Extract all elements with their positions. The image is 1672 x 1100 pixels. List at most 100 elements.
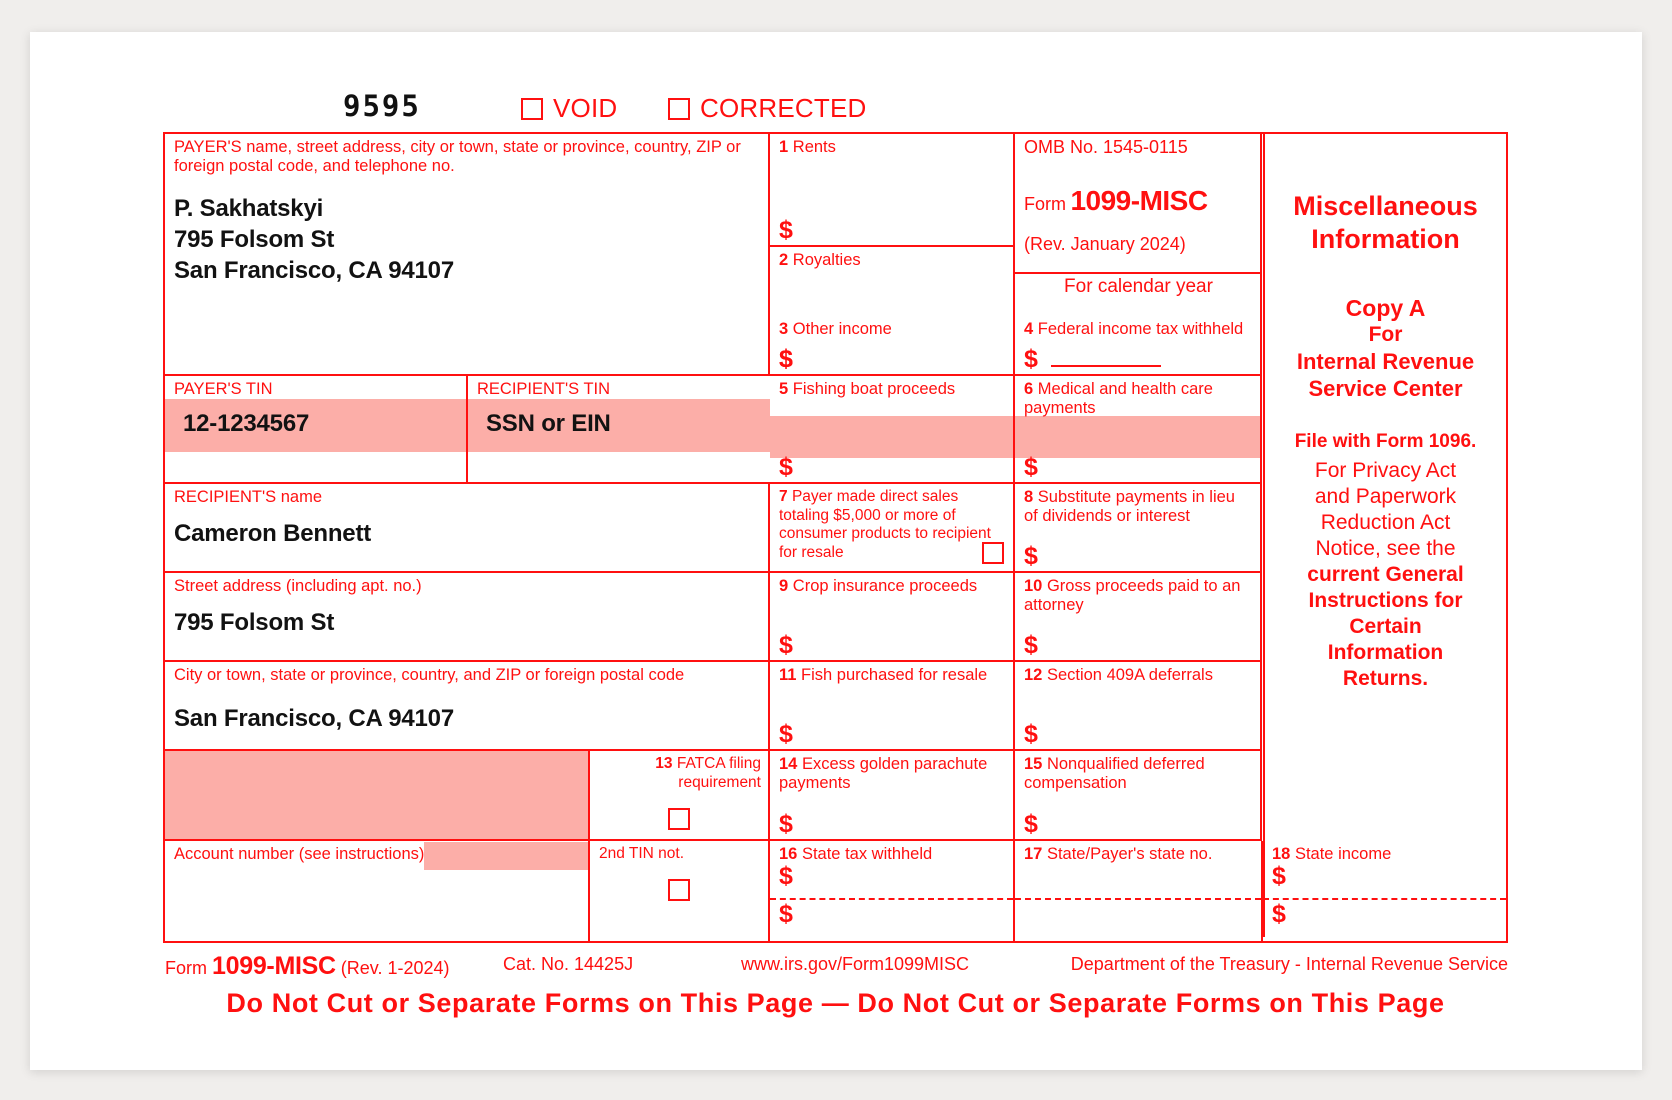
box-5-input[interactable] — [770, 415, 1013, 458]
corrected-checkbox[interactable] — [668, 97, 690, 120]
form-title-line2: Information — [1311, 224, 1460, 254]
recipient-tin-input[interactable]: SSN or EIN — [468, 398, 770, 452]
box-13-fatca[interactable]: 13 FATCA filing requirement — [590, 751, 770, 841]
footer-form-revision: (Rev. 1-2024) — [340, 958, 450, 978]
control-number: 9595 — [343, 89, 421, 123]
city-value: San Francisco, CA 94107 — [174, 704, 454, 732]
box-10-dollar-sign: $ — [1024, 631, 1038, 659]
box-17-state-payer-no[interactable]: 17 State/Payer's state no. — [1015, 841, 1263, 941]
copy-irs-line1: Internal Revenue — [1296, 349, 1475, 374]
footer-form-number: 1099-MISC — [212, 952, 336, 980]
account-number-cell[interactable]: Account number (see instructions) — [165, 841, 590, 941]
box-11-number: 11 — [779, 666, 797, 684]
box-17-number: 17 — [1024, 845, 1043, 863]
box-3-text: Other income — [792, 320, 892, 338]
box-1-label: 1 Rents — [779, 138, 1006, 157]
box-1-rents[interactable]: 1 Rents $ — [770, 134, 1015, 247]
box-5-fishing-boat[interactable]: 5 Fishing boat proceeds $ — [770, 376, 1015, 484]
box-16-state-tax-withheld[interactable]: 16 State tax withheld $ $ — [770, 841, 1015, 941]
corrected-checkbox-group[interactable]: CORRECTED — [668, 93, 866, 124]
box-18-state-income[interactable]: 18 State income $ $ — [1263, 841, 1506, 941]
box-1-dollar-sign: $ — [779, 216, 793, 244]
box-9-text: Crop insurance proceeds — [792, 577, 978, 595]
box-10-gross-proceeds-attorney[interactable]: 10 Gross proceeds paid to an attorney $ — [1015, 573, 1262, 662]
box-9-crop-insurance[interactable]: 9 Crop insurance proceeds $ — [770, 573, 1015, 662]
box-16-label: 16 State tax withheld — [779, 845, 1006, 864]
box-11-label: 11 Fish purchased for resale — [779, 666, 1006, 685]
box-18-dollar-sign-1: $ — [1272, 862, 1286, 890]
privacy-line2: and Paperwork — [1314, 485, 1457, 508]
box-17-divider — [1015, 898, 1261, 900]
box-3-dollar-sign: $ — [779, 345, 793, 373]
grid-row-account-state: Account number (see instructions) 2nd TI… — [165, 841, 1506, 941]
street-value: 795 Folsom St — [174, 608, 335, 636]
recipient-name-value: Cameron Bennett — [174, 519, 372, 547]
recipient-street-cell[interactable]: Street address (including apt. no.) 795 … — [165, 573, 770, 662]
corrected-label: CORRECTED — [700, 93, 867, 123]
void-label: VOID — [553, 93, 618, 123]
box-15-number: 15 — [1024, 755, 1043, 773]
box-6-medical-payments[interactable]: 6 Medical and health care payments $ — [1015, 376, 1262, 484]
box-11-dollar-sign: $ — [779, 720, 793, 748]
second-tin-checkbox[interactable] — [668, 879, 690, 901]
box-6-number: 6 — [1024, 380, 1034, 398]
recipient-name-label: RECIPIENT'S name — [174, 488, 323, 506]
grid-row-tin: PAYER'S TIN 12-1234567 RECIPIENT'S TIN S… — [165, 376, 1506, 484]
box-7-checkbox[interactable] — [982, 542, 1004, 564]
box-16-divider — [770, 898, 1013, 900]
payer-tin-input[interactable]: 12-1234567 — [165, 398, 466, 452]
form-number: 1099-MISC — [1070, 185, 1208, 216]
box-6-label: 6 Medical and health care payments — [1015, 376, 1260, 417]
box-12-section-409a[interactable]: 12 Section 409A deferrals $ — [1015, 662, 1262, 751]
blank-fill-cell[interactable] — [165, 751, 590, 841]
box-6-input[interactable] — [1015, 416, 1260, 458]
box-8-number: 8 — [1024, 488, 1034, 506]
footer-url[interactable]: www.irs.gov/Form1099MISC — [741, 954, 970, 974]
box-11-fish-purchased[interactable]: 11 Fish purchased for resale $ — [770, 662, 1015, 751]
omb-stack: OMB No. 1545-0115 Form 1099-MISC (Rev. J… — [1015, 134, 1262, 376]
file-with-1096: File with Form 1096. — [1294, 431, 1477, 452]
box-18-dollar-sign-2: $ — [1272, 900, 1286, 928]
form-1099-misc: 9595 VOID CORRECTED Miscellaneous Inform… — [163, 87, 1508, 1019]
form-footer: Form 1099-MISC (Rev. 1-2024) Cat. No. 14… — [163, 948, 1508, 982]
privacy-line3: Reduction Act — [1320, 511, 1451, 534]
box-14-label: 14 Excess golden parachute payments — [779, 755, 1006, 792]
footer-form-word: Form — [165, 958, 207, 978]
box-14-golden-parachute[interactable]: 14 Excess golden parachute payments $ — [770, 751, 1015, 841]
calendar-year-input[interactable] — [1051, 365, 1161, 367]
payer-tin-cell[interactable]: PAYER'S TIN 12-1234567 — [165, 376, 468, 484]
form-number-cell: Form 1099-MISC — [1015, 185, 1262, 231]
account-number-input[interactable] — [424, 842, 588, 870]
box-14-dollar-sign: $ — [779, 810, 793, 838]
box-13-number: 13 — [655, 755, 673, 772]
box-4-federal-tax-withheld[interactable]: 4 Federal income tax withheld $ — [1015, 316, 1262, 376]
box-8-substitute-payments[interactable]: 8 Substitute payments in lieu of dividen… — [1015, 484, 1262, 573]
payer-block[interactable]: PAYER'S name, street address, city or to… — [165, 134, 770, 376]
void-checkbox-group[interactable]: VOID — [521, 93, 617, 124]
grid-row-payer: PAYER'S name, street address, city or to… — [165, 134, 1506, 376]
box-16-dollar-sign-1: $ — [779, 862, 793, 890]
recipient-tin-cell[interactable]: RECIPIENT'S TIN SSN or EIN — [468, 376, 770, 484]
grid-row-city: City or town, state or province, country… — [165, 662, 1506, 751]
box-7-direct-sales[interactable]: 7 Payer made direct sales totaling $5,00… — [770, 484, 1015, 573]
void-checkbox[interactable] — [521, 97, 543, 120]
box-3-other-income[interactable]: 3 Other income $ — [770, 316, 1015, 376]
second-tin-label: 2nd TIN not. — [599, 845, 685, 862]
box-4-label: 4 Federal income tax withheld — [1024, 320, 1253, 339]
box-7-label: 7 Payer made direct sales totaling $5,00… — [779, 488, 1006, 562]
form-word: Form — [1024, 194, 1066, 214]
city-label: City or town, state or province, country… — [174, 666, 685, 684]
second-tin-cell[interactable]: 2nd TIN not. — [590, 841, 770, 941]
grid-row-recipient-name: RECIPIENT'S name Cameron Bennett 7 Payer… — [165, 484, 1506, 573]
box-13-checkbox[interactable] — [668, 808, 690, 830]
omb-number: OMB No. 1545-0115 — [1024, 137, 1188, 157]
recipient-city-cell[interactable]: City or town, state or province, country… — [165, 662, 770, 751]
recipient-name-cell[interactable]: RECIPIENT'S name Cameron Bennett — [165, 484, 770, 573]
calendar-year-label: For calendar year — [1064, 276, 1213, 297]
payer-block-label: PAYER'S name, street address, city or to… — [174, 138, 741, 175]
box-15-nonqualified-deferred[interactable]: 15 Nonqualified deferred compensation $ — [1015, 751, 1262, 841]
account-number-label: Account number (see instructions) — [174, 845, 425, 863]
form-grid: Miscellaneous Information Copy A For Int… — [163, 132, 1508, 943]
box-18-divider — [1263, 898, 1506, 900]
